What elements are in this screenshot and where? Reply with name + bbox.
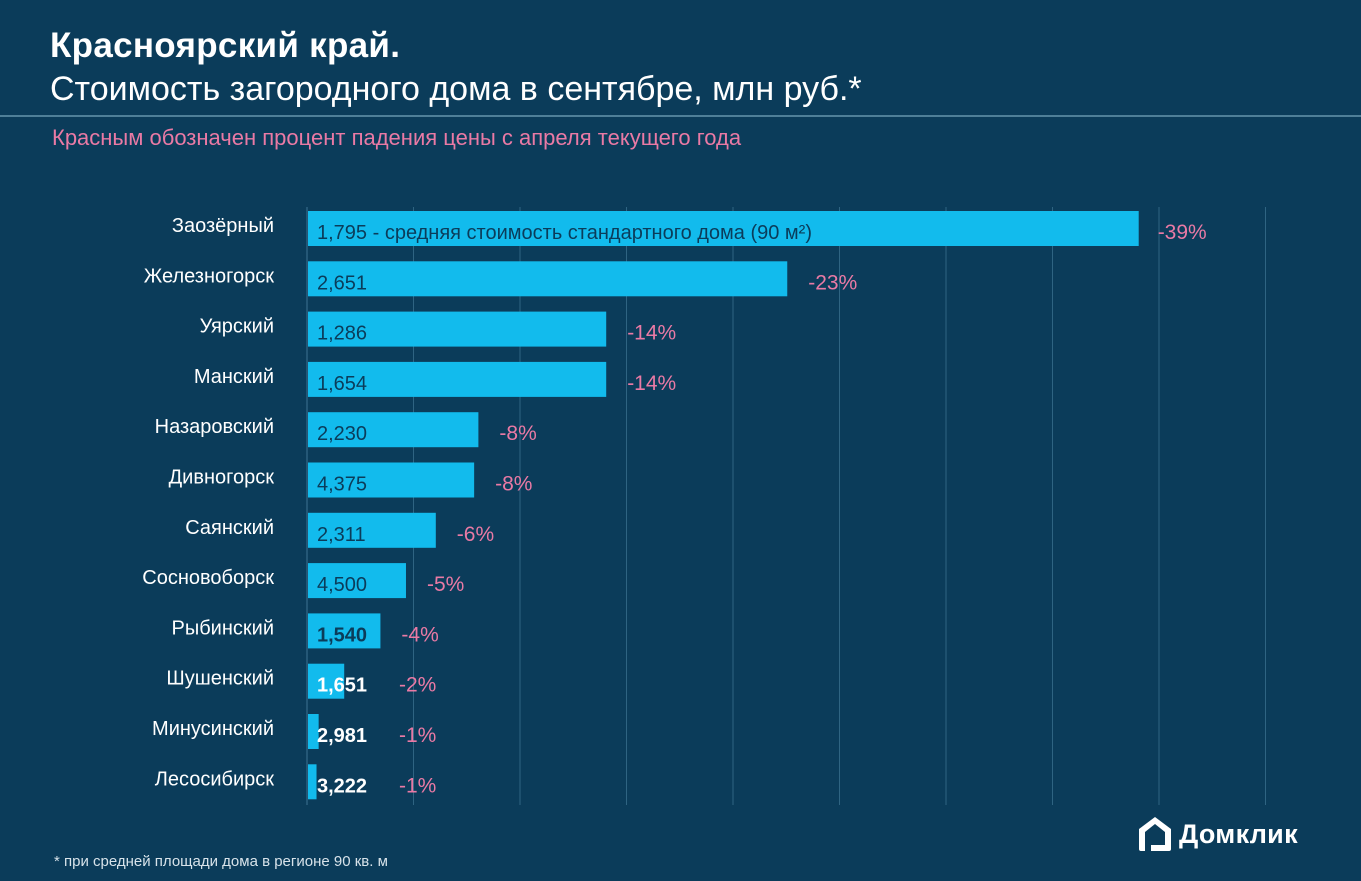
price-label: 4,375 — [317, 474, 367, 496]
price-label: 4,500 — [317, 574, 367, 596]
bar — [308, 663, 345, 699]
bar — [308, 211, 1139, 246]
title-divider — [0, 115, 1361, 117]
bar — [308, 764, 317, 800]
bar — [308, 714, 319, 749]
decline-label: -2% — [399, 674, 436, 697]
category-label: Минусинский — [152, 718, 274, 740]
decline-label: -14% — [627, 372, 676, 395]
decline-label: -14% — [627, 322, 676, 345]
domclick-logo: Домклик — [1137, 815, 1298, 853]
bar — [308, 613, 381, 649]
chart-title: Красноярский край. — [50, 26, 401, 65]
category-label: Шушенский — [166, 668, 274, 690]
decline-label: -4% — [401, 623, 438, 646]
decline-label: -5% — [427, 573, 464, 596]
category-label: Назаровский — [155, 416, 274, 438]
category-label: Уярский — [200, 316, 274, 338]
labels: Заозёрный 1,795 - средняя стоимость станд… — [142, 215, 1206, 797]
price-label: 1,286 — [317, 323, 367, 345]
price-label: 1,540 — [317, 624, 367, 646]
decline-label: -1% — [399, 724, 436, 747]
bar — [308, 261, 788, 297]
category-label: Саянский — [185, 517, 274, 539]
bars — [308, 211, 1139, 800]
decline-label: -1% — [399, 774, 436, 797]
category-label: Лесосибирск — [155, 768, 275, 790]
price-label: 1,651 — [317, 675, 367, 697]
price-label: 2,651 — [317, 272, 367, 294]
decline-label: -39% — [1158, 221, 1207, 244]
category-label: Манский — [194, 366, 274, 388]
gridlines — [306, 207, 1266, 805]
bar — [308, 462, 475, 498]
category-label: Дивногорск — [169, 467, 275, 489]
price-label: 2,981 — [317, 725, 367, 747]
chart-note: Красным обозначен процент падения цены с… — [52, 125, 742, 150]
bar — [308, 311, 607, 347]
category-label: Рыбинский — [172, 617, 274, 639]
decline-label: -8% — [499, 422, 536, 445]
bar — [308, 361, 607, 397]
footnote: * при средней площади дома в регионе 90 … — [54, 853, 388, 870]
category-label: Заозёрный — [172, 215, 274, 237]
bar — [308, 512, 436, 548]
house-icon — [1139, 817, 1171, 851]
price-label: 2,311 — [317, 524, 366, 546]
price-label: 1,654 — [317, 373, 367, 395]
decline-label: -23% — [808, 271, 857, 294]
price-label: 1,795 - средняя стоимость стандартного д… — [317, 222, 812, 244]
price-label: 3,222 — [317, 775, 367, 797]
decline-label: -8% — [495, 473, 532, 496]
decline-label: -6% — [457, 523, 494, 546]
category-label: Железногорск — [144, 265, 274, 287]
bar — [308, 563, 406, 599]
logo-text: Домклик — [1179, 818, 1298, 849]
chart-subtitle: Стоимость загородного дома в сентябре, м… — [50, 70, 862, 108]
bar — [308, 412, 479, 448]
price-label: 2,230 — [317, 423, 367, 445]
category-label: Сосновоборск — [142, 567, 274, 589]
